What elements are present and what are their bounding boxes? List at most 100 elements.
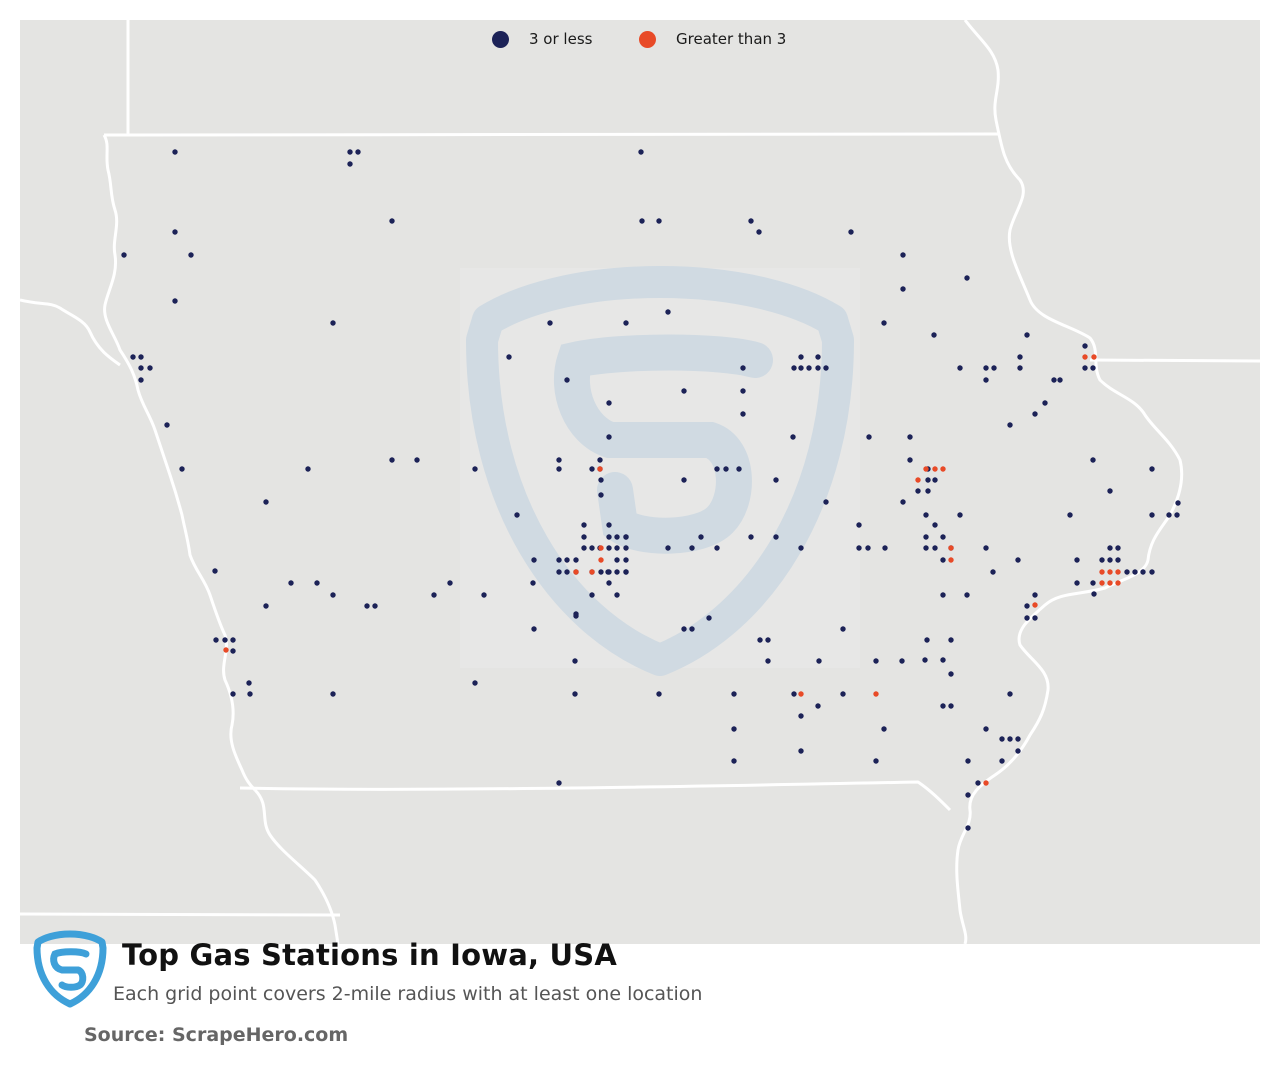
map-point-low bbox=[815, 365, 821, 371]
map-point-high bbox=[873, 691, 879, 697]
map-point-high bbox=[1107, 580, 1113, 586]
map-point-low bbox=[698, 534, 704, 540]
map-point-low bbox=[639, 218, 645, 224]
map-point-low bbox=[882, 545, 888, 551]
map-point-low bbox=[798, 713, 804, 719]
map-point-low bbox=[983, 377, 989, 383]
map-point-low bbox=[798, 748, 804, 754]
legend-label-high: Greater than 3 bbox=[676, 30, 787, 48]
map-point-low bbox=[899, 658, 905, 664]
map-point-low bbox=[999, 758, 1005, 764]
map-point-high bbox=[1091, 354, 1097, 360]
map-point-low bbox=[172, 298, 178, 304]
map-point-low bbox=[212, 568, 218, 574]
map-point-low bbox=[932, 477, 938, 483]
map-point-low bbox=[556, 569, 562, 575]
map-point-low bbox=[556, 557, 562, 563]
map-point-low bbox=[1007, 691, 1013, 697]
map-point-low bbox=[1024, 603, 1030, 609]
map-point-low bbox=[623, 545, 629, 551]
map-point-low bbox=[773, 477, 779, 483]
map-point-low bbox=[1149, 569, 1155, 575]
scrapehero-logo-icon bbox=[30, 930, 110, 1010]
map-point-low bbox=[823, 499, 829, 505]
map-point-low bbox=[355, 149, 361, 155]
map-point-low bbox=[983, 726, 989, 732]
map-point-low bbox=[288, 580, 294, 586]
map-point-low bbox=[656, 691, 662, 697]
map-point-low bbox=[1074, 580, 1080, 586]
map-point-low bbox=[1082, 365, 1088, 371]
map-point-high bbox=[940, 466, 946, 472]
map-point-low bbox=[614, 557, 620, 563]
map-point-low bbox=[589, 545, 595, 551]
map-point-low bbox=[881, 726, 887, 732]
map-point-high bbox=[1099, 569, 1105, 575]
map-point-low bbox=[1015, 736, 1021, 742]
map-point-low bbox=[164, 422, 170, 428]
map-point-low bbox=[925, 488, 931, 494]
map-point-low bbox=[873, 758, 879, 764]
map-point-low bbox=[925, 477, 931, 483]
map-point-low bbox=[589, 592, 595, 598]
map-point-low bbox=[589, 466, 595, 472]
map-point-low bbox=[246, 680, 252, 686]
high-density-points bbox=[223, 354, 1121, 786]
map-point-low bbox=[1015, 748, 1021, 754]
map-point-high bbox=[598, 557, 604, 563]
map-point-low bbox=[1090, 580, 1096, 586]
map-point-high bbox=[798, 691, 804, 697]
map-point-low bbox=[472, 466, 478, 472]
map-point-low bbox=[840, 626, 846, 632]
map-point-low bbox=[481, 592, 487, 598]
map-point-low bbox=[1124, 569, 1130, 575]
source-credit: Source: ScrapeHero.com bbox=[84, 1024, 349, 1046]
border-iowa-south bbox=[239, 780, 952, 812]
map-point-low bbox=[138, 354, 144, 360]
low-density-points bbox=[121, 149, 1181, 831]
map-point-low bbox=[1032, 411, 1038, 417]
map-point-low bbox=[1149, 512, 1155, 518]
map-point-low bbox=[1074, 557, 1080, 563]
map-point-low bbox=[1174, 512, 1180, 518]
map-point-low bbox=[564, 377, 570, 383]
map-point-low bbox=[948, 671, 954, 677]
map-point-low bbox=[681, 388, 687, 394]
map-point-low bbox=[798, 365, 804, 371]
page-title: Top Gas Stations in Iowa, USA bbox=[122, 938, 618, 972]
map-point-low bbox=[798, 545, 804, 551]
map-point-low bbox=[347, 149, 353, 155]
map-point-low bbox=[614, 592, 620, 598]
map-point-low bbox=[1007, 422, 1013, 428]
map-point-low bbox=[740, 411, 746, 417]
map-point-low bbox=[573, 557, 579, 563]
map-point-low bbox=[138, 377, 144, 383]
map-point-low bbox=[915, 488, 921, 494]
map-point-low bbox=[606, 534, 612, 540]
map-point-low bbox=[556, 466, 562, 472]
map-point-low bbox=[823, 365, 829, 371]
map-point-low bbox=[856, 545, 862, 551]
border-ks-mo bbox=[253, 788, 340, 944]
map-point-low bbox=[965, 825, 971, 831]
map-point-high bbox=[915, 477, 921, 483]
map-point-low bbox=[1032, 592, 1038, 598]
map-point-low bbox=[1175, 500, 1181, 506]
map-point-low bbox=[665, 309, 671, 315]
map-point-low bbox=[581, 534, 587, 540]
map-point-low bbox=[263, 603, 269, 609]
map-point-low bbox=[900, 499, 906, 505]
map-point-low bbox=[1024, 332, 1030, 338]
map-point-low bbox=[1017, 365, 1023, 371]
map-point-low bbox=[765, 658, 771, 664]
map-point-low bbox=[736, 466, 742, 472]
map-point-low bbox=[748, 534, 754, 540]
map-point-high bbox=[948, 557, 954, 563]
map-point-low bbox=[597, 457, 603, 463]
map-point-low bbox=[1082, 343, 1088, 349]
map-point-low bbox=[606, 400, 612, 406]
border-missouri-river bbox=[102, 134, 257, 792]
map-point-low bbox=[556, 780, 562, 786]
map-point-high bbox=[597, 466, 603, 472]
map-point-low bbox=[940, 534, 946, 540]
